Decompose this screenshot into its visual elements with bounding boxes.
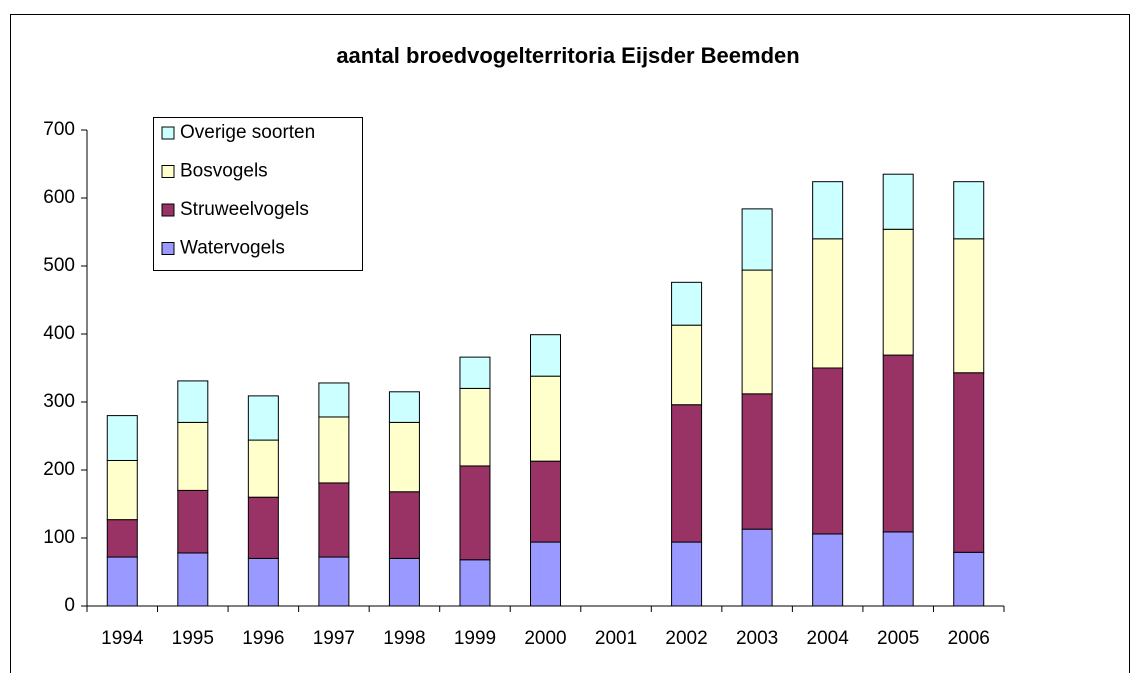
bar-segment	[177, 380, 209, 423]
legend-label: Overige soorten	[180, 122, 315, 143]
bar-segment	[530, 460, 561, 543]
bar-segment	[530, 375, 561, 462]
bar-segment	[671, 541, 703, 607]
bar-segment	[459, 356, 491, 389]
y-tick-label: 300	[43, 391, 75, 412]
bar-segment	[106, 519, 138, 558]
legend-swatch	[161, 203, 175, 217]
bar-segment	[106, 556, 138, 607]
x-tick-label: 1997	[313, 628, 355, 649]
bar-segment	[106, 459, 138, 521]
bar-segment	[953, 238, 985, 374]
bar-segment	[741, 269, 773, 395]
legend-swatch	[161, 242, 175, 255]
legend-label: Struweelvogels	[180, 199, 309, 220]
x-tick-label: 1998	[383, 628, 425, 649]
bar-segment	[530, 541, 561, 607]
bar-segment	[318, 482, 350, 558]
bar-segment	[106, 415, 138, 461]
bar-segment	[882, 354, 914, 533]
bar-segment	[953, 181, 985, 240]
chart-title: aantal broedvogelterritoria Eijsder Beem…	[336, 43, 799, 68]
x-tick-label: 2001	[595, 628, 637, 649]
legend-label: Bosvogels	[180, 161, 268, 182]
x-tick-label: 2004	[807, 628, 850, 649]
y-tick-label: 100	[43, 527, 75, 548]
bar-segment	[741, 393, 773, 530]
bar-segment	[812, 238, 844, 369]
bar-segment	[671, 324, 703, 406]
bar-segment	[882, 228, 914, 356]
bar-segment	[882, 531, 914, 607]
bar-segment	[459, 387, 491, 467]
bar-segment	[388, 421, 420, 493]
bar-segment	[671, 404, 703, 543]
bar-segment	[812, 367, 844, 535]
bar-segment	[953, 551, 985, 607]
bar-segment	[459, 465, 491, 561]
x-tick-label: 2003	[736, 628, 778, 649]
legend-swatch	[161, 165, 175, 178]
x-tick-label: 2000	[524, 628, 566, 649]
bar-segment	[741, 208, 773, 271]
legend-box	[153, 117, 363, 271]
bar-segment	[318, 416, 350, 484]
x-tick-label: 2006	[948, 628, 990, 649]
bar-segment	[459, 559, 491, 607]
bar-segment	[177, 489, 209, 554]
bar-segment	[671, 281, 703, 326]
bar-segment	[247, 557, 279, 607]
x-tick-label: 1995	[172, 628, 214, 649]
y-tick-label: 700	[43, 119, 75, 140]
bar-segment	[741, 528, 773, 607]
bar-segment	[247, 395, 279, 441]
bar-segment	[247, 496, 279, 559]
bar-segment	[388, 491, 420, 559]
x-tick-label: 2005	[877, 628, 919, 649]
bar-segment	[318, 382, 350, 418]
y-tick-label: 200	[43, 459, 75, 480]
bar-segment	[388, 391, 420, 423]
bar-segment	[177, 552, 209, 607]
y-tick-label: 400	[43, 323, 75, 344]
bar-segment	[530, 334, 561, 377]
legend-label: Watervogels	[180, 238, 285, 259]
bar-segment	[177, 421, 209, 491]
bar-segment	[247, 439, 279, 498]
x-tick-label: 1996	[242, 628, 284, 649]
x-tick-label: 1994	[101, 628, 144, 649]
x-tick-label: 2002	[665, 628, 707, 649]
y-tick-label: 0	[64, 595, 75, 616]
y-tick-label: 600	[43, 187, 75, 208]
bar-segment	[882, 173, 914, 230]
bar-segment	[812, 533, 844, 607]
bar-segment	[388, 557, 420, 607]
y-tick-label: 500	[43, 255, 75, 276]
x-tick-label: 1999	[454, 628, 496, 649]
bar-segment	[318, 556, 350, 607]
legend-swatch	[161, 126, 175, 140]
bar-segment	[812, 181, 844, 240]
bar-segment	[953, 372, 985, 553]
